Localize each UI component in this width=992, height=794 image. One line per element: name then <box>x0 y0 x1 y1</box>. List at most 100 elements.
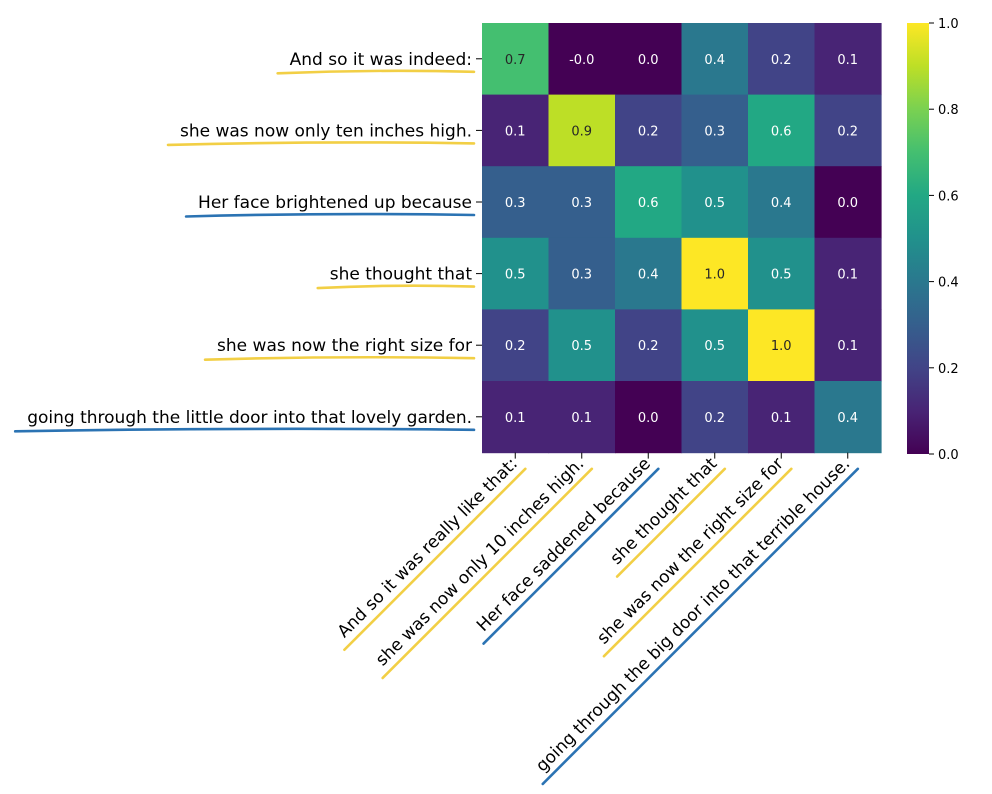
row-label: going through the little door into that … <box>27 408 472 428</box>
cell-value-label: 0.1 <box>571 411 592 426</box>
colorbar-tick-label: 0.8 <box>938 103 959 118</box>
cell-value-label: 0.2 <box>638 339 659 354</box>
colorbar-tick-label: 0.0 <box>938 448 959 463</box>
cell-value-label: 0.2 <box>638 124 659 139</box>
row-label: And so it was indeed: <box>290 50 472 70</box>
cell-value-label: 0.1 <box>505 124 526 139</box>
cell-value-label: 0.3 <box>571 196 592 211</box>
row-label: she was now the right size for <box>217 336 472 356</box>
column-label-underline <box>615 467 727 578</box>
cell-value-label: 0.5 <box>505 268 526 283</box>
heatmap-cell <box>482 381 550 454</box>
cell-value-label: 0.3 <box>505 196 526 211</box>
cell-value-label: 0.4 <box>638 268 659 283</box>
heatmap-cell <box>615 381 683 454</box>
cell-value-label: 0.5 <box>771 268 792 283</box>
cell-value-label: 0.1 <box>837 339 858 354</box>
heatmap-cell <box>548 94 616 167</box>
colorbar-tick-label: 0.6 <box>938 189 959 204</box>
heatmap-cell <box>615 166 683 239</box>
heatmap-cell <box>814 237 882 310</box>
cell-value-label: 0.5 <box>571 339 592 354</box>
heatmap-cell <box>681 23 749 96</box>
cell-value-label: 0.2 <box>837 124 858 139</box>
cell-value-label: 0.2 <box>704 411 725 426</box>
heatmap-cell <box>681 237 749 310</box>
row-label: she was now only ten inches high. <box>180 121 472 141</box>
column-label-underline <box>381 467 594 680</box>
heatmap-cell <box>748 166 816 239</box>
cell-value-label: 0.1 <box>771 411 792 426</box>
column-label-underline <box>541 467 860 786</box>
heatmap-cell <box>748 309 816 382</box>
colorbar-gradient <box>907 23 929 454</box>
heatmap-cell <box>814 381 882 454</box>
colorbar-tick-label: 0.4 <box>938 276 959 291</box>
cell-value-label: 0.3 <box>704 124 725 139</box>
cell-value-label: 0.9 <box>571 124 592 139</box>
heatmap-cells: 0.7 -0.0 0.0 0.4 0.2 0.1 0.1 0.9 0.2 0.3 0.6 0.2 0.3… <box>482 23 882 454</box>
cell-value-label: 0.6 <box>638 196 659 211</box>
row-labels: And so it was indeed: she was now only te… <box>13 50 482 433</box>
cell-value-label: 0.1 <box>505 411 526 426</box>
cell-value-label: 0.6 <box>771 124 792 139</box>
row-label-underline <box>316 284 476 290</box>
cell-value-label: 0.5 <box>704 339 725 354</box>
heatmap-cell <box>814 309 882 382</box>
cell-value-label: 0.2 <box>771 53 792 68</box>
cell-value-label: 0.0 <box>638 53 659 68</box>
heatmap-cell <box>748 94 816 167</box>
heatmap-cell <box>482 94 550 167</box>
heatmap-cell <box>482 23 550 96</box>
cell-value-label: 0.4 <box>837 411 858 426</box>
row-label-underline <box>184 212 476 218</box>
heatmap-cell <box>681 309 749 382</box>
heatmap-cell <box>482 309 550 382</box>
column-label-underline <box>343 467 527 652</box>
heatmap-cell <box>548 237 616 310</box>
cell-value-label: 1.0 <box>704 268 725 283</box>
cell-value-label: -0.0 <box>569 53 594 68</box>
cell-value-label: 0.0 <box>837 196 858 211</box>
cell-value-label: 0.2 <box>505 339 526 354</box>
row-label: she thought that <box>330 265 473 285</box>
heatmap-cell <box>681 94 749 167</box>
column-label-underline <box>602 467 793 658</box>
row-label: Her face brightened up because <box>198 193 472 213</box>
cell-value-label: 0.4 <box>771 196 792 211</box>
cell-value-label: 0.3 <box>571 268 592 283</box>
heatmap-cell <box>615 309 683 382</box>
column-label-underline <box>482 467 660 645</box>
column-labels: And so it was really like that:she was n… <box>334 452 860 786</box>
heatmap-cell <box>748 237 816 310</box>
heatmap-cell <box>814 94 882 167</box>
colorbar: 0.0 0.2 0.4 0.6 0.8 1.0 <box>907 17 959 463</box>
cell-value-label: 0.0 <box>638 411 659 426</box>
heatmap-cell <box>548 309 616 382</box>
colorbar-tick-label: 1.0 <box>938 17 959 32</box>
row-label-underline <box>276 69 476 75</box>
cell-value-label: 0.1 <box>837 268 858 283</box>
cell-value-label: 0.5 <box>704 196 725 211</box>
cell-value-label: 0.7 <box>505 53 526 68</box>
heatmap-cell <box>615 237 683 310</box>
heatmap-cell <box>548 166 616 239</box>
heatmap-cell <box>548 381 616 454</box>
column-label: going through the big door into that ter… <box>532 454 854 776</box>
heatmap-cell <box>548 23 616 96</box>
heatmap-cell <box>748 23 816 96</box>
heatmap-cell <box>748 381 816 454</box>
heatmap-cell <box>615 94 683 167</box>
row-label-underline <box>13 427 476 433</box>
colorbar-tick-label: 0.2 <box>938 362 959 377</box>
heatmap-cell <box>681 381 749 454</box>
heatmap-cell <box>814 166 882 239</box>
heatmap-cell <box>482 237 550 310</box>
heatmap-cell <box>482 166 550 239</box>
cell-value-label: 0.4 <box>704 53 725 68</box>
heatmap-cell <box>681 166 749 239</box>
cell-value-label: 0.1 <box>837 53 858 68</box>
row-label-underline <box>166 141 476 147</box>
heatmap-cell <box>615 23 683 96</box>
